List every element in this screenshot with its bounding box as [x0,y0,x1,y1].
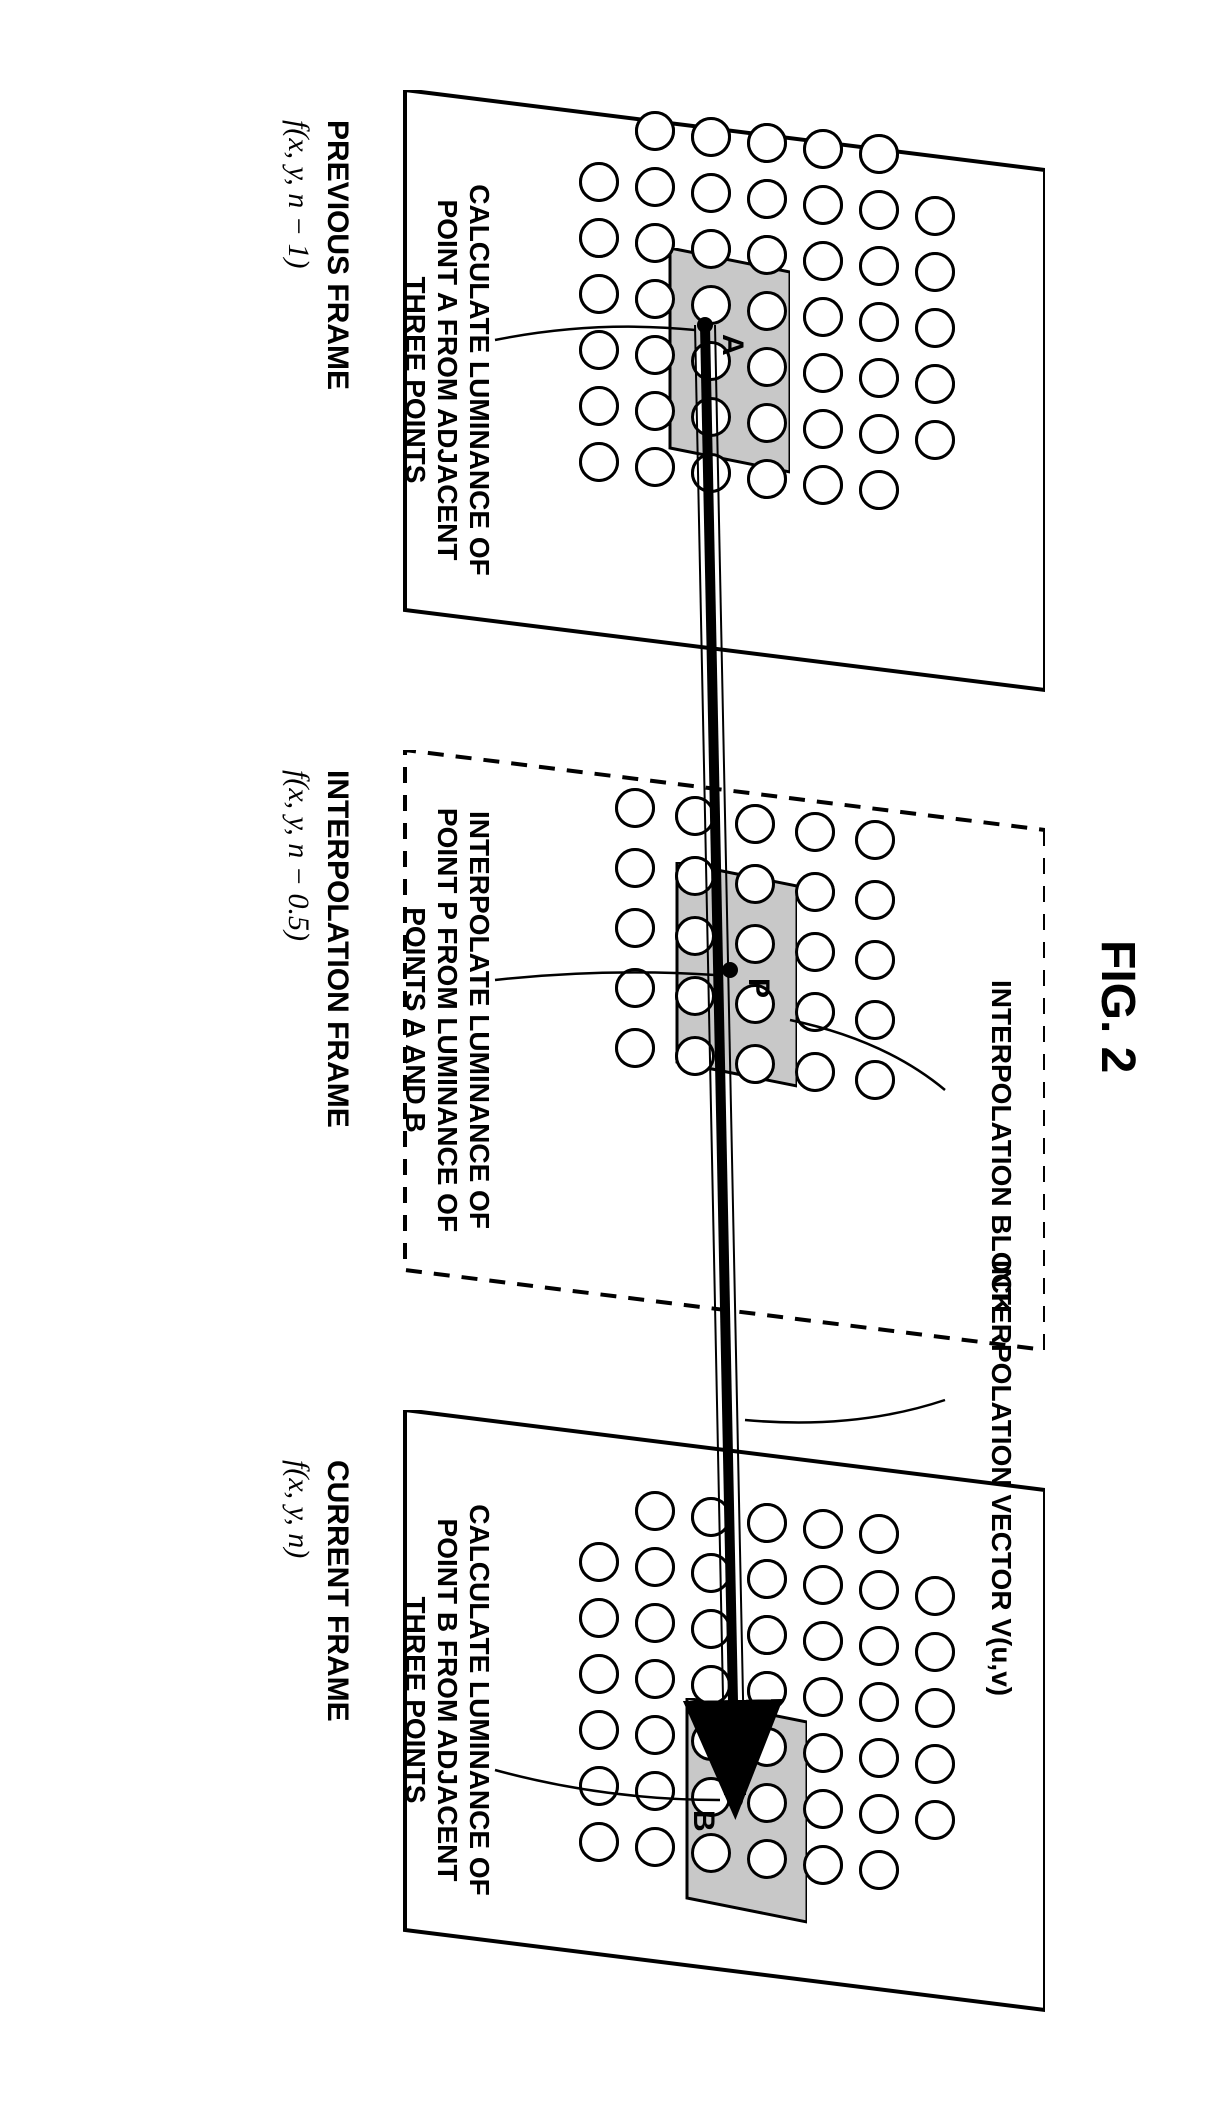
leader-lines [0,0,1215,2104]
caption-point-p: INTERPOLATE LUMINANCE OF POINT P FROM LU… [398,780,495,1260]
interpolation-frame-func: f(x, y, n − 0.5) [281,770,315,941]
current-frame-func: f(x, y, n) [281,1460,315,1558]
previous-frame-func: f(x, y, n − 1) [281,120,315,269]
caption-point-a: CALCULATE LUMINANCE OF POINT A FROM ADJA… [398,150,495,610]
interpolation-vector-label: INTERPOLATION VECTOR V(u,v) [985,1260,1017,1696]
interpolation-vector-label-line1: INTERPOLATION VECTOR V(u,v) [986,1260,1017,1696]
current-frame-label: CURRENT FRAME [319,1460,355,1722]
interpolation-frame-label: INTERPOLATION FRAME [319,770,355,1128]
caption-point-b: CALCULATE LUMINANCE OF POINT B FROM ADJA… [398,1470,495,1930]
page-root: FIG. 2 [0,0,1215,2104]
previous-frame-label: PREVIOUS FRAME [319,120,355,390]
diagram-canvas: FIG. 2 [0,0,1215,2104]
